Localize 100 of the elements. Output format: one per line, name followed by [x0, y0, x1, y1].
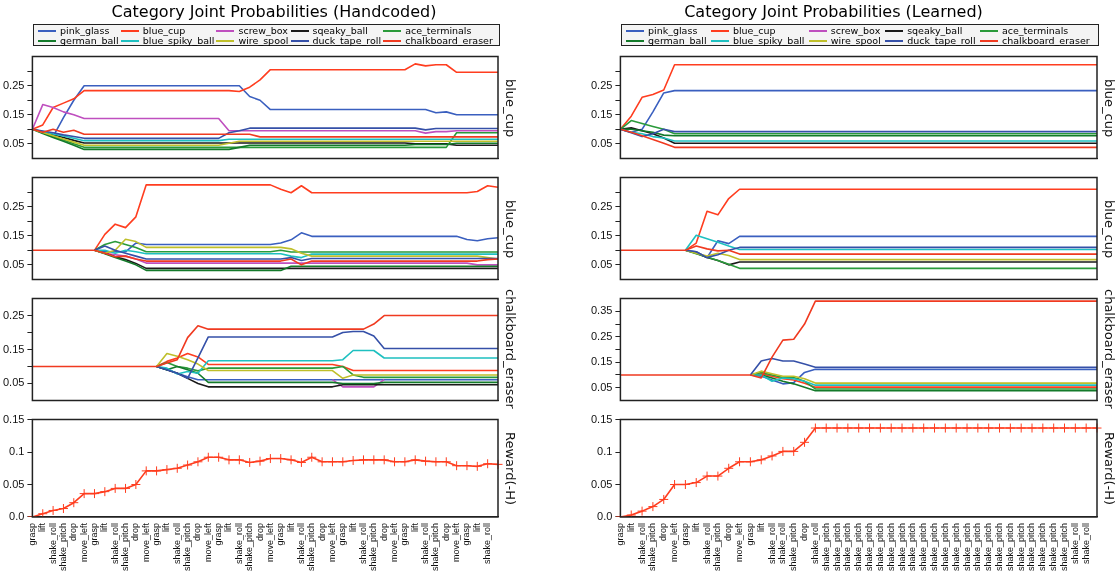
x-tick-label: move_left	[669, 522, 680, 562]
x-tick-label: move_left	[326, 522, 337, 562]
y-axis-title: Reward(-H)	[503, 431, 518, 505]
y-tick-label: 0.05	[590, 477, 613, 490]
x-tick-label: shake_roll	[636, 522, 647, 564]
x-tick-label: shake_roll	[766, 522, 777, 564]
x-tick-label: shake_pitch	[820, 522, 831, 572]
y-axis-title: blue_cup	[503, 78, 518, 137]
x-tick-label: shake_pitch	[788, 522, 799, 572]
x-tick-label: drop	[254, 522, 265, 541]
legend-label: sqeaky_ball	[312, 25, 368, 36]
x-tick-label: shake_pitch	[1015, 522, 1026, 572]
y-tick-label: 0.25	[590, 329, 613, 342]
y-tick-label: 0.25	[590, 199, 613, 212]
y-tick-label: 0.15	[590, 412, 613, 425]
y-tick-label: 0.0	[597, 510, 613, 522]
x-tick-label: move_left	[389, 522, 400, 562]
x-tick-label: drop	[316, 522, 327, 541]
y-axis-title: chalkboard_eraser	[1102, 289, 1117, 410]
x-tick-label: shake_pitch	[950, 522, 961, 572]
y-axis-title: blue_cup	[1102, 199, 1117, 258]
legend-label: screw_box	[830, 25, 881, 36]
legend-label: blue_cup	[732, 25, 776, 36]
x-tick-label: drop	[723, 522, 734, 541]
x-tick-label: shake_roll	[295, 522, 306, 564]
x-tick-label: shake_pitch	[896, 522, 907, 572]
x-tick-label: lift	[99, 522, 110, 532]
x-tick-label: move_left	[451, 522, 462, 562]
x-tick-label: grasp	[399, 522, 410, 546]
x-tick-label: drop	[130, 522, 141, 541]
x-tick-label: grasp	[679, 522, 690, 546]
x-tick-label: shake_pitch	[368, 522, 379, 572]
y-tick-label: 0.25	[590, 78, 613, 91]
y-tick-label: 0.25	[2, 199, 25, 212]
x-tick-label: move_left	[734, 522, 745, 562]
y-tick-label: 0.15	[2, 412, 25, 425]
x-tick-label: shake_pitch	[1026, 522, 1037, 572]
x-tick-label: shake_roll	[777, 522, 788, 564]
x-tick-label: shake_roll	[701, 522, 712, 564]
y-tick-label: 0.0	[9, 510, 25, 522]
y-tick-label: 0.1	[597, 445, 613, 458]
x-tick-label: drop	[378, 522, 389, 541]
x-tick-label: shake_pitch	[120, 522, 131, 572]
legend-label: ace_terminals	[1001, 25, 1069, 36]
x-tick-label: move_left	[264, 522, 275, 562]
y-tick-label: 0.05	[2, 136, 25, 149]
x-tick-label: shake_pitch	[983, 522, 994, 572]
y-tick-label: 0.1	[9, 445, 25, 458]
x-tick-label: shake_pitch	[57, 522, 68, 572]
x-tick-label: shake_pitch	[939, 522, 950, 572]
y-tick-label: 0.05	[2, 376, 25, 389]
x-tick-label: lift	[625, 522, 636, 532]
x-tick-label: shake_roll	[357, 522, 368, 564]
x-tick-label: drop	[440, 522, 451, 541]
x-tick-label: lift	[409, 522, 420, 532]
x-tick-label: shake_roll	[47, 522, 58, 564]
x-tick-label: shake_roll	[1080, 522, 1091, 564]
y-tick-label: 0.15	[2, 107, 25, 120]
x-tick-label: lift	[347, 522, 358, 532]
x-tick-label: drop	[68, 522, 79, 541]
x-tick-label: shake_pitch	[244, 522, 255, 572]
x-tick-label: grasp	[614, 522, 625, 546]
x-tick-label: lift	[161, 522, 172, 532]
x-tick-label: lift	[471, 522, 482, 532]
x-tick-label: shake_pitch	[842, 522, 853, 572]
x-tick-label: shake_roll	[420, 522, 431, 564]
y-tick-label: 0.05	[590, 380, 613, 393]
x-tick-label: shake_pitch	[430, 522, 441, 572]
x-tick-label: lift	[285, 522, 296, 532]
x-tick-label: grasp	[88, 522, 99, 546]
x-tick-label: shake_pitch	[929, 522, 940, 572]
x-tick-label: shake_roll	[1069, 522, 1080, 564]
x-tick-label: shake_pitch	[972, 522, 983, 572]
x-tick-label: shake_roll	[809, 522, 820, 564]
x-tick-label: grasp	[275, 522, 286, 546]
x-tick-label: shake_pitch	[306, 522, 317, 572]
x-tick-label: move_left	[78, 522, 89, 562]
x-tick-label: shake_pitch	[907, 522, 918, 572]
x-tick-label: shake_pitch	[831, 522, 842, 572]
x-tick-label: shake_pitch	[864, 522, 875, 572]
x-tick-label: move_left	[140, 522, 151, 562]
y-tick-label: 0.15	[590, 355, 613, 368]
x-tick-label: shake_pitch	[994, 522, 1004, 572]
y-tick-label: 0.15	[2, 228, 25, 241]
legend-label: sqeaky_ball	[907, 25, 963, 36]
y-tick-label: 0.15	[590, 107, 613, 120]
y-tick-label: 0.25	[2, 308, 25, 321]
x-tick-label: shake_roll	[171, 522, 182, 564]
y-tick-label: 0.35	[590, 304, 613, 317]
legend-label: pink_glass	[60, 25, 110, 36]
y-tick-label: 0.05	[2, 477, 25, 490]
y-tick-label: 0.15	[590, 228, 613, 241]
y-axis-title: Reward(-H)	[1102, 431, 1117, 505]
y-axis-title: chalkboard_eraser	[503, 289, 518, 410]
y-tick-label: 0.25	[2, 78, 25, 91]
y-tick-label: 0.05	[590, 257, 613, 270]
legend-label: ace_terminals	[405, 25, 472, 36]
x-tick-label: shake_pitch	[961, 522, 972, 572]
y-axis-title: blue_cup	[503, 199, 518, 258]
x-tick-label: lift	[755, 522, 766, 532]
